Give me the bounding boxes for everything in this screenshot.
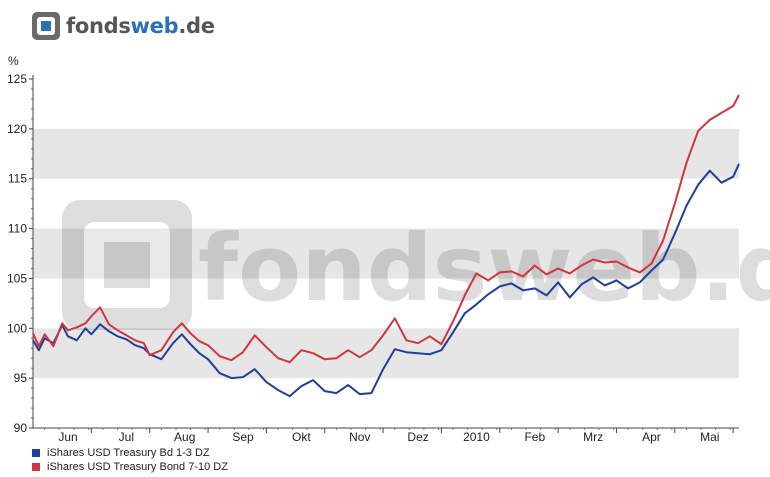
y-tick-label: 105 <box>7 271 27 285</box>
x-tick-label: Nov <box>349 430 370 444</box>
grid-band <box>33 228 739 279</box>
y-tick-label: 120 <box>7 122 27 136</box>
x-tick-label: Jun <box>58 430 77 444</box>
legend-label-red: iShares USD Treasury Bond 7-10 DZ <box>47 461 228 473</box>
x-tick-label: Mai <box>700 430 719 444</box>
x-tick-label: Apr <box>642 430 661 444</box>
series-line-blue <box>32 163 740 398</box>
x-tick-label: Mrz <box>583 430 603 444</box>
y-tick-label: 95 <box>14 371 28 385</box>
legend-label-blue: iShares USD Treasury Bd 1-3 DZ <box>47 447 210 459</box>
y-tick-label: 115 <box>8 172 27 186</box>
y-tick-label: 110 <box>8 222 27 236</box>
y-tick-label: 90 <box>14 421 28 435</box>
grid-bands <box>33 128 739 379</box>
y-axis-label: % <box>8 54 19 68</box>
legend-swatch-blue <box>32 449 40 457</box>
x-tick-label: Aug <box>174 430 195 444</box>
y-tick-label: 100 <box>7 321 27 335</box>
logo-text-main: fonds <box>66 14 131 38</box>
x-tick-label: Feb <box>524 430 545 444</box>
x-tick-label: Sep <box>232 430 254 444</box>
axes: 90 95 100 105 110 115 120 125 Jun Jul Aug Sep Okt Nov… <box>7 72 739 444</box>
legend-item-blue: iShares USD Treasury Bd 1-3 DZ <box>32 446 228 460</box>
watermark: fondsweb.de <box>62 200 770 330</box>
y-tick-label: 125 <box>7 72 27 86</box>
grid-band <box>33 128 739 179</box>
x-tick-label: Jul <box>119 430 134 444</box>
legend-swatch-red <box>32 463 40 471</box>
logo-text-suffix: .de <box>178 14 215 38</box>
logo-square-icon <box>32 12 60 40</box>
legend-item-red: iShares USD Treasury Bond 7-10 DZ <box>32 460 228 474</box>
x-tick-label: 2010 <box>463 430 490 444</box>
grid-band <box>33 328 739 379</box>
logo-text: fondsweb.de <box>66 14 215 38</box>
x-tick-label: Okt <box>292 430 311 444</box>
watermark-icon <box>62 200 192 330</box>
watermark-text: fondsweb.de <box>198 215 770 322</box>
fondsweb-logo: fondsweb.de <box>31 8 215 44</box>
series-line-red <box>32 94 740 364</box>
legend: iShares USD Treasury Bd 1-3 DZ iShares U… <box>32 446 228 474</box>
series-layer <box>32 94 740 398</box>
logo-text-accent: web <box>130 14 179 38</box>
x-tick-label: Dez <box>407 430 428 444</box>
